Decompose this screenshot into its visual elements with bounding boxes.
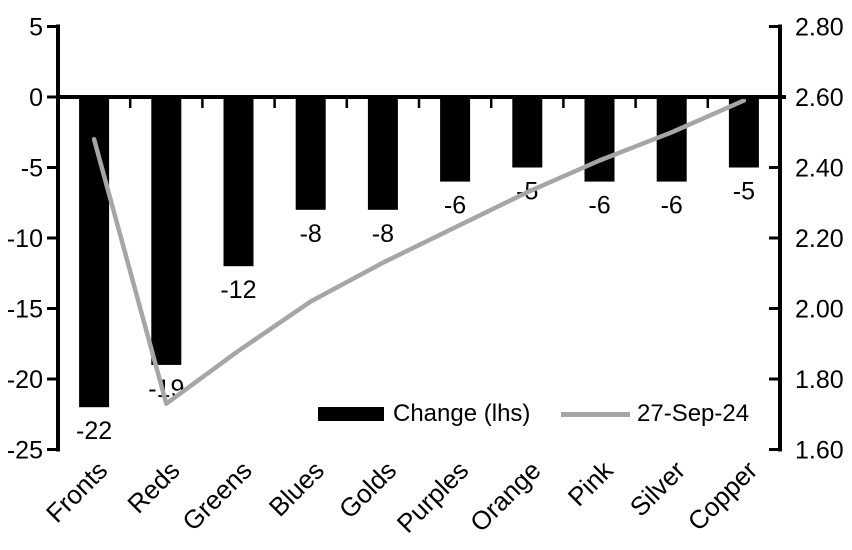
bar: [584, 97, 615, 182]
left-axis-label: 0: [29, 84, 43, 112]
category-label: Fronts: [40, 455, 113, 528]
bar-data-label: -6: [444, 192, 466, 220]
bar-data-label: -6: [588, 192, 610, 220]
category-label: Purples: [391, 455, 475, 539]
right-axis-label: 1.80: [795, 366, 844, 394]
bar: [656, 97, 687, 182]
bar: [512, 97, 543, 168]
bar-data-label: -12: [220, 276, 256, 304]
legend-label-date: 27-Sep-24: [637, 400, 750, 427]
bar: [295, 97, 326, 210]
category-label: Golds: [333, 455, 402, 524]
legend-label-change: Change (lhs): [393, 400, 531, 427]
right-axis-label: 2.40: [795, 155, 844, 183]
right-axis-label: 2.00: [795, 296, 844, 324]
category-label: Greens: [176, 455, 258, 537]
left-axis-label: -10: [7, 225, 43, 253]
left-axis-label: -25: [7, 437, 43, 465]
line-series: [91, 98, 747, 406]
bar-data-label: -22: [76, 417, 112, 445]
left-axis-label: -20: [7, 366, 43, 394]
right-axis-label: 2.60: [795, 84, 844, 112]
category-label: Copper: [682, 455, 764, 537]
bar-data-label: -6: [661, 192, 683, 220]
legend-bar-swatch: [318, 407, 384, 421]
bar: [440, 97, 471, 182]
legend-line-swatch: [561, 412, 630, 417]
left-axis-label: -5: [21, 155, 43, 183]
bar: [728, 97, 759, 168]
bar-data-label: -5: [733, 178, 755, 206]
bar: [79, 97, 110, 408]
bar: [151, 97, 182, 365]
left-axis-label: 5: [29, 14, 43, 42]
right-axis-label: 1.60: [795, 437, 844, 465]
bar: [223, 97, 254, 267]
right-axis-label: 2.80: [795, 14, 844, 42]
category-label: Reds: [121, 455, 185, 519]
category-label: Pink: [562, 454, 620, 512]
bar: [367, 97, 398, 210]
category-label: Blues: [263, 455, 330, 522]
category-label: Orange: [464, 455, 547, 538]
category-label: Silver: [624, 455, 691, 522]
right-axis-label: 2.20: [795, 225, 844, 253]
bar-data-label: -8: [300, 220, 322, 248]
bar-data-label: -8: [372, 220, 394, 248]
left-axis-label: -15: [7, 296, 43, 324]
